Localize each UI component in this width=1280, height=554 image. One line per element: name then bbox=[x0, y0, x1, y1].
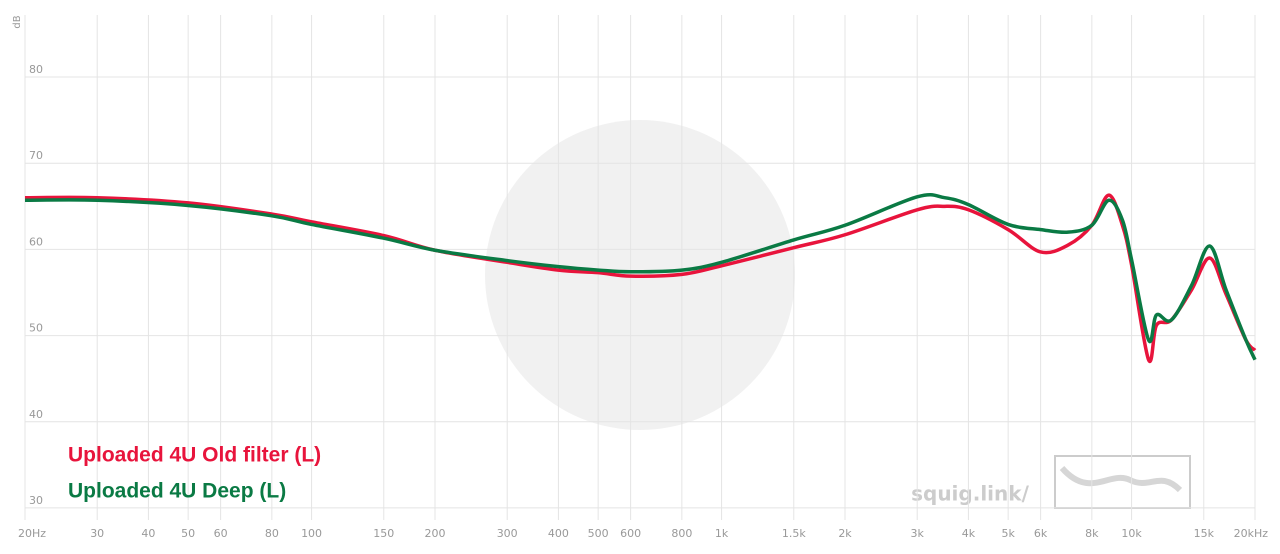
legend-entry: Uploaded 4U Deep (L) bbox=[68, 480, 286, 503]
x-tick-label: 600 bbox=[620, 527, 641, 540]
x-tick-label: 30 bbox=[90, 527, 104, 540]
x-tick-label: 20Hz bbox=[18, 527, 46, 540]
x-tick-label: 2k bbox=[838, 527, 852, 540]
x-tick-label: 1.5k bbox=[782, 527, 806, 540]
x-tick-label: 400 bbox=[548, 527, 569, 540]
lines bbox=[24, 192, 1257, 364]
x-tick-label: 4k bbox=[962, 527, 976, 540]
x-tick-label: 20kHz bbox=[1234, 527, 1269, 540]
x-tick-label: 1k bbox=[715, 527, 729, 540]
series-line bbox=[24, 192, 1257, 361]
x-tick-label: 8k bbox=[1085, 527, 1099, 540]
logo-squiggle bbox=[1059, 465, 1183, 493]
series-line bbox=[24, 193, 1257, 364]
x-tick-label: 300 bbox=[497, 527, 518, 540]
x-tick-label: 3k bbox=[911, 527, 925, 540]
x-tick-label: 150 bbox=[373, 527, 394, 540]
grid: 30 40 50 60 70 80 20Hz 30 40 50 60 80 100 150 200 300 40… bbox=[18, 15, 1268, 540]
x-tick-label: 800 bbox=[671, 527, 692, 540]
y-tick-label: 80 bbox=[29, 63, 43, 76]
x-tick-label: 10k bbox=[1121, 527, 1142, 540]
x-tick-label: 50 bbox=[181, 527, 195, 540]
y-tick-label: 50 bbox=[29, 322, 43, 335]
legend: Uploaded 4U Old filter (L) Uploaded 4U De… bbox=[68, 444, 321, 503]
y-tick-label: 30 bbox=[29, 494, 43, 507]
x-tick-label: 80 bbox=[265, 527, 279, 540]
x-tick-label: 5k bbox=[1001, 527, 1015, 540]
x-tick-label: 500 bbox=[588, 527, 609, 540]
x-tick-label: 60 bbox=[214, 527, 228, 540]
x-tick-label: 100 bbox=[301, 527, 322, 540]
y-tick-label: 40 bbox=[29, 408, 43, 421]
y-tick-label: 60 bbox=[29, 235, 43, 248]
x-tick-label: 200 bbox=[425, 527, 446, 540]
watermark: squig.link/ bbox=[911, 482, 1029, 506]
y-tick-label: 70 bbox=[29, 149, 43, 162]
x-tick-label: 6k bbox=[1034, 527, 1048, 540]
x-tick-label: 40 bbox=[141, 527, 155, 540]
legend-entry: Uploaded 4U Old filter (L) bbox=[68, 444, 321, 467]
x-tick-label: 15k bbox=[1194, 527, 1215, 540]
y-axis-label: dB bbox=[12, 15, 23, 28]
